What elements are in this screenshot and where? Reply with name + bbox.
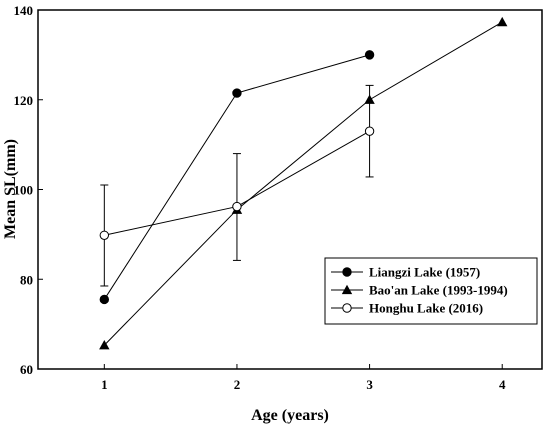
data-point-series-3	[99, 230, 110, 240]
data-point-series-1	[99, 294, 110, 305]
series-line-2	[103, 21, 503, 346]
data-point-series-2	[99, 340, 110, 350]
x-tick-label: 3	[366, 377, 373, 392]
legend-box	[324, 257, 538, 325]
legend: Liangzi Lake (1957) Bao'an Lake (1993-199…	[324, 257, 538, 325]
x-tick-label: 4	[499, 377, 506, 392]
data-point-series-1	[364, 50, 375, 60]
data-point-series-2	[364, 94, 375, 104]
y-tick-label: 120	[14, 93, 34, 108]
y-tick-label: 60	[20, 362, 33, 377]
y-axis-title: Mean SL(mm)	[2, 139, 19, 239]
legend-marker	[341, 284, 353, 295]
data-point-series-3	[364, 126, 375, 136]
y-tick-label: 80	[20, 272, 33, 287]
legend-label: Bao'an Lake (1993-1994)	[369, 283, 508, 298]
data-point-series-3	[232, 201, 242, 212]
data-point-series-2	[497, 16, 508, 27]
legend-label: Liangzi Lake (1957)	[369, 265, 480, 280]
legend-marker	[342, 267, 352, 277]
x-tick-label: 1	[101, 377, 108, 392]
data-point-series-1	[232, 88, 242, 98]
legend-marker	[342, 303, 352, 313]
x-tick-label: 2	[234, 377, 241, 392]
y-tick-label: 140	[14, 3, 34, 18]
x-axis-title: Age (years)	[251, 407, 329, 424]
legend-label: Honghu Lake (2016)	[369, 301, 483, 316]
y-tick-label: 100	[14, 183, 34, 198]
